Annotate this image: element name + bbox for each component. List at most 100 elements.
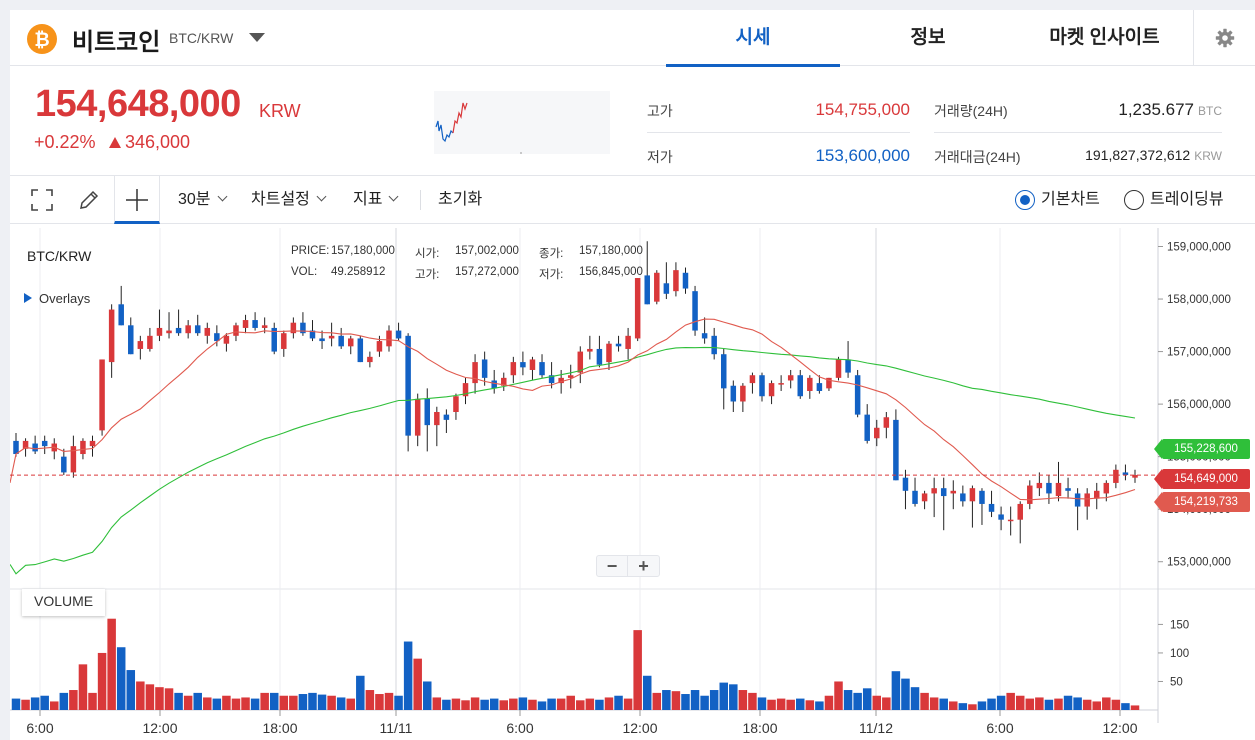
fullscreen-button[interactable]: [20, 176, 64, 224]
chevron-down-icon: [217, 191, 227, 202]
volume-bar: [958, 703, 968, 710]
candle-body: [194, 325, 201, 334]
high-label: 고가: [647, 103, 673, 119]
volume-bar: [700, 695, 709, 710]
tab-market-insight[interactable]: 마켓 인사이트: [1049, 27, 1160, 48]
ma-short-price-value: 154,219,733: [1174, 496, 1238, 508]
ohlc-high-label: 고가:: [415, 269, 440, 281]
candle-body: [567, 375, 574, 378]
volume-bar: [269, 692, 279, 710]
volume-bar: [1015, 695, 1025, 710]
volume-bar: [164, 688, 174, 710]
gear-icon: [1215, 28, 1235, 48]
volume-bar: [480, 699, 489, 710]
basic-chart-label[interactable]: 기본차트: [1041, 191, 1100, 208]
chart-settings-menu[interactable]: 차트설정: [251, 176, 327, 224]
candle-body: [443, 414, 450, 420]
volume-bar: [1102, 697, 1111, 710]
candle-body: [204, 327, 211, 336]
zoom-out-button[interactable]: −: [597, 556, 628, 576]
overlays-label: Overlays: [39, 291, 91, 306]
settings-button[interactable]: [1193, 10, 1255, 66]
candle-body: [587, 348, 593, 352]
coin-pair: BTC/KRW: [169, 30, 234, 46]
overlays-toggle[interactable]: Overlays: [24, 291, 90, 306]
candle-body: [577, 351, 584, 373]
volume-bar: [317, 694, 327, 710]
volume-bar: [126, 670, 136, 710]
candle-body: [634, 278, 641, 339]
zoom-controls: − +: [596, 555, 660, 577]
candle-body: [874, 427, 880, 439]
interval-select[interactable]: 30분: [178, 176, 227, 224]
volume-bar: [1054, 698, 1063, 710]
volume-bar: [212, 698, 222, 710]
candle-body: [902, 477, 909, 491]
toolbar-divider: [420, 190, 421, 210]
indicators-menu[interactable]: 지표: [353, 176, 399, 224]
candle-body: [539, 362, 545, 376]
volume-bar: [690, 690, 700, 710]
volume-pane-label: VOLUME: [22, 589, 106, 616]
low-value: 153,600,000: [815, 146, 910, 165]
candle-body: [883, 417, 890, 428]
volume-bar: [375, 694, 384, 710]
time-axis-label: 12:00: [1102, 720, 1137, 736]
basic-chart-radio[interactable]: [1015, 190, 1035, 210]
reset-button[interactable]: 초기화: [438, 191, 483, 208]
volume-bar: [872, 695, 882, 710]
time-axis-label: 6:00: [986, 720, 1013, 736]
volume-bar: [289, 695, 298, 710]
tradingview-radio[interactable]: [1124, 190, 1144, 210]
candle-body: [223, 335, 230, 344]
volume-bar: [413, 658, 422, 710]
candle-body: [768, 383, 775, 397]
zoom-in-button[interactable]: +: [638, 556, 649, 576]
candle-body: [931, 488, 937, 494]
volume-bar: [1073, 697, 1082, 710]
volume-bar: [40, 695, 49, 710]
change-percent: +0.22%: [34, 132, 96, 152]
volume-bar: [509, 698, 518, 710]
volume-bar: [901, 678, 910, 710]
change-amount: 346,000: [125, 132, 191, 152]
draw-button[interactable]: [67, 176, 111, 224]
coin-dropdown-icon[interactable]: [249, 33, 265, 42]
bitcoin-logo-icon: ₿: [27, 24, 57, 54]
price-chart[interactable]: 159,000,000 158,000,000 157,000,000 156,000…: [10, 228, 1255, 740]
candle-body: [950, 490, 957, 494]
time-axis-label: 6:00: [506, 720, 533, 736]
volume-bar: [834, 681, 843, 710]
volume-bar: [709, 690, 719, 710]
volume-bar: [556, 698, 566, 710]
candle-body: [826, 377, 832, 389]
volume-bar: [1006, 692, 1015, 710]
volume-bar: [1082, 699, 1092, 710]
tab-price[interactable]: 시세: [666, 10, 840, 67]
candle-body: [682, 272, 689, 289]
volume-bar: [136, 681, 145, 710]
volume-bar: [862, 688, 872, 710]
volume-bar: [681, 694, 690, 710]
pencil-icon: [80, 190, 99, 209]
candle-body: [1084, 493, 1090, 507]
candle-body: [13, 440, 19, 455]
tradingview-label[interactable]: 트레이딩뷰: [1150, 191, 1224, 208]
candle-body: [386, 330, 392, 347]
volume-bar: [203, 697, 212, 710]
price-axis-label: 159,000,000: [1167, 242, 1231, 254]
volume-bar: [145, 684, 155, 710]
candlestick-chart-svg[interactable]: 159,000,000 158,000,000 157,000,000 156,000…: [10, 228, 1255, 740]
amount-24h-label: 거래대금(24H): [934, 149, 1021, 165]
volume-bar: [451, 698, 461, 710]
volume-bar: [729, 684, 738, 710]
coin-name: 비트코인: [72, 29, 161, 56]
tab-info[interactable]: 정보: [910, 27, 946, 48]
volume-24h-label: 거래량(24H): [934, 103, 1008, 119]
volume-bar: [796, 698, 805, 710]
volume-bar: [260, 692, 269, 710]
candle-body: [701, 333, 708, 339]
crosshair-button[interactable]: [114, 176, 160, 224]
volume-bar: [193, 692, 202, 710]
ohlc-open-label: 시가:: [415, 248, 440, 260]
